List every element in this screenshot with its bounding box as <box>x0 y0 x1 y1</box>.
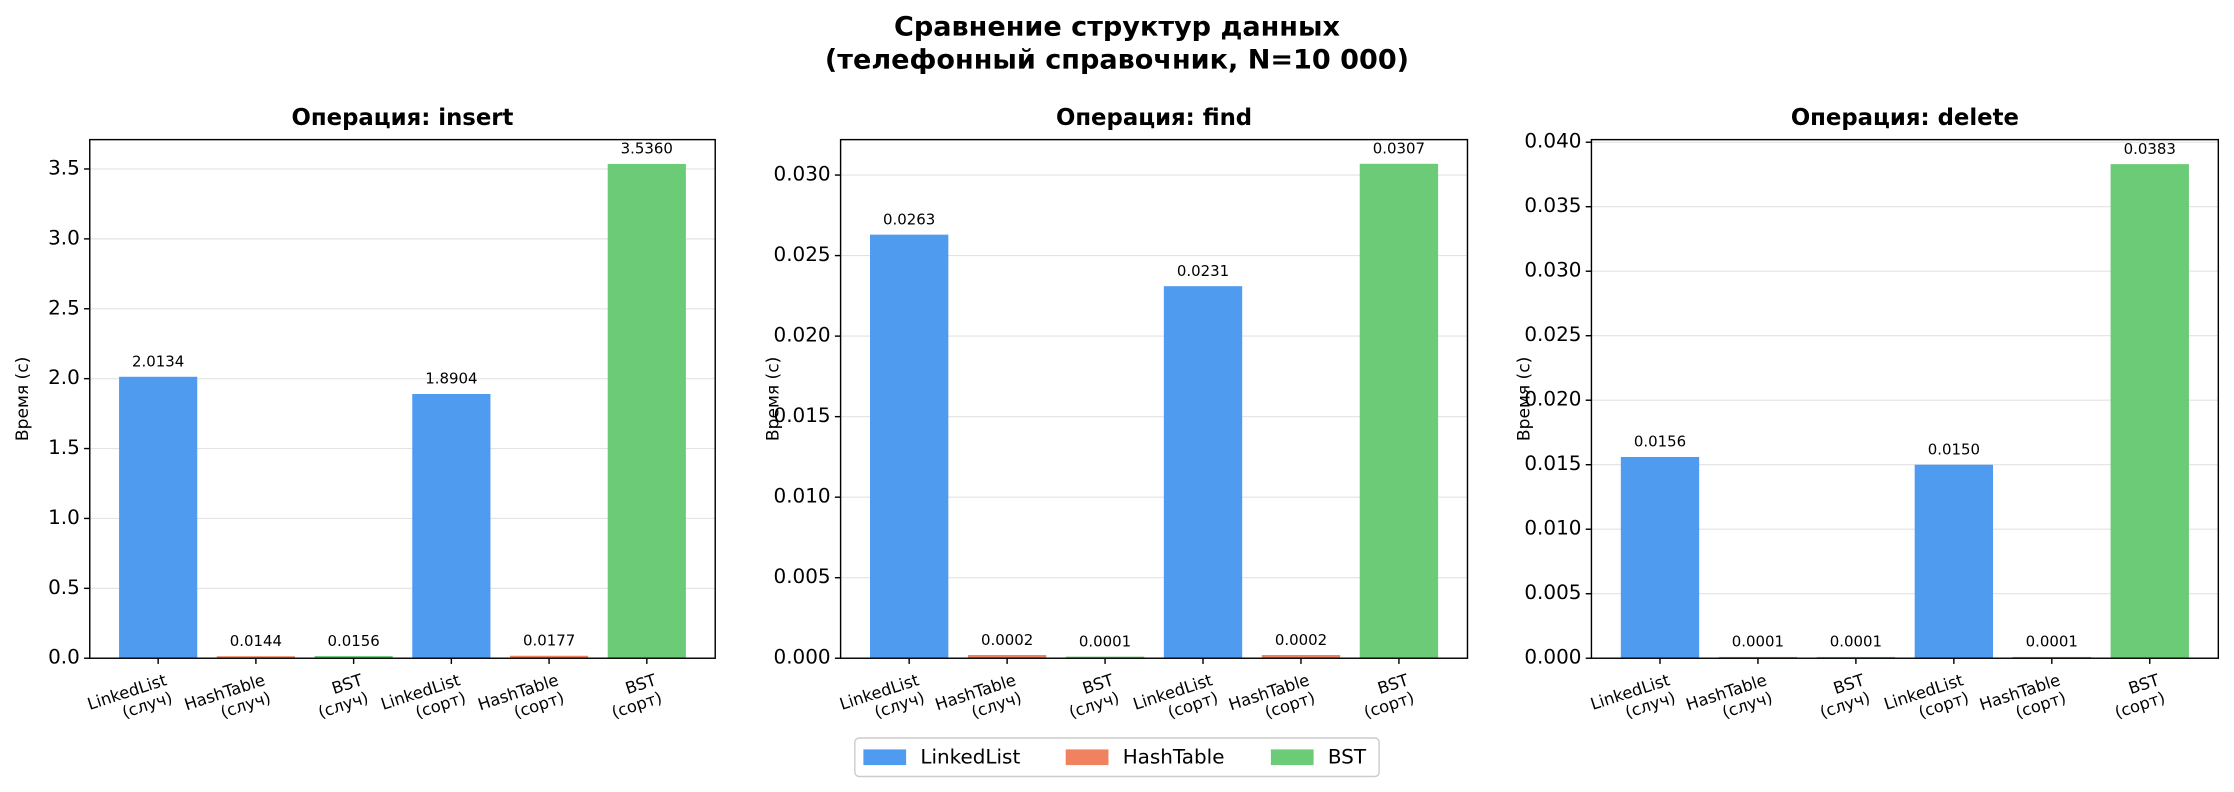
y-tick-label: 0.010 <box>774 484 831 508</box>
y-tick-label: 0.005 <box>774 564 831 588</box>
figure-title: Сравнение структур данных (телефонный сп… <box>824 11 1410 76</box>
axis-title: Операция: insert <box>292 105 514 131</box>
y-axis-label: Время (с) <box>13 357 33 441</box>
bar <box>1065 656 1145 659</box>
y-tick-label: 0.025 <box>1524 322 1581 346</box>
bar <box>1261 655 1341 659</box>
value-label: 0.0156 <box>327 632 379 650</box>
y-tick-label: 0.5 <box>48 575 80 599</box>
legend-label: BST <box>1328 744 1367 768</box>
value-label: 0.0002 <box>1275 631 1327 649</box>
y-tick-label: 0.040 <box>1524 129 1581 153</box>
value-label: 2.0134 <box>132 353 184 371</box>
y-tick-label: 0.025 <box>774 242 831 266</box>
bar <box>216 656 295 659</box>
y-tick-label: 2.0 <box>48 365 80 389</box>
y-tick-label: 3.5 <box>48 155 80 179</box>
legend-swatch <box>1270 749 1314 766</box>
y-tick-label: 2.5 <box>48 295 80 319</box>
y-tick-label: 0.020 <box>774 323 831 347</box>
value-label: 3.5360 <box>621 140 673 158</box>
y-axis-label: Время (с) <box>1514 357 1534 441</box>
legend-label: HashTable <box>1123 744 1225 768</box>
bar <box>2110 164 2189 659</box>
legend-box <box>854 737 1380 778</box>
value-label: 0.0001 <box>2026 633 2078 651</box>
y-tick-label: 1.0 <box>48 505 80 529</box>
bar <box>412 393 491 659</box>
y-tick-label: 3.0 <box>48 225 80 249</box>
y-tick-label: 1.5 <box>48 435 80 459</box>
value-label: 0.0150 <box>1928 440 1980 458</box>
value-label: 0.0001 <box>1079 632 1131 650</box>
bar <box>119 376 198 659</box>
legend-label: LinkedList <box>920 744 1020 768</box>
axis-title: Операция: delete <box>1791 105 2019 131</box>
bar <box>967 655 1047 659</box>
value-label: 0.0177 <box>523 632 575 650</box>
y-tick-label: 0.015 <box>1524 451 1581 475</box>
value-label: 0.0383 <box>2124 140 2176 158</box>
bar <box>869 234 949 659</box>
bar <box>1620 456 1700 659</box>
y-tick-label: 0.015 <box>774 403 831 427</box>
bar <box>1914 464 1994 659</box>
value-label: 0.0307 <box>1373 140 1425 158</box>
y-tick-label: 0.0 <box>48 645 80 669</box>
value-label: 0.0231 <box>1177 262 1229 280</box>
value-label: 1.8904 <box>425 370 477 388</box>
y-tick-label: 0.030 <box>774 162 831 186</box>
y-tick-label: 0.010 <box>1524 516 1581 540</box>
bar <box>607 163 686 659</box>
bar <box>509 655 589 659</box>
y-tick-label: 0.005 <box>1524 580 1581 604</box>
value-label: 0.0263 <box>883 210 935 228</box>
y-tick-label: 0.000 <box>774 645 831 669</box>
y-tick-label: 0.000 <box>1524 645 1581 669</box>
value-label: 0.0156 <box>1634 433 1686 451</box>
value-label: 0.0001 <box>1830 633 1882 651</box>
value-label: 0.0001 <box>1732 633 1784 651</box>
plot-frame <box>839 138 1469 659</box>
value-label: 0.0144 <box>230 632 282 650</box>
legend-swatch <box>1065 749 1109 766</box>
y-tick-label: 0.020 <box>1524 387 1581 411</box>
y-tick-label: 0.035 <box>1524 193 1581 217</box>
plot-frame <box>1590 138 2220 659</box>
plot-frame <box>89 138 716 659</box>
value-label: 0.0002 <box>981 631 1033 649</box>
bar <box>1163 286 1243 659</box>
legend-swatch <box>863 749 907 766</box>
bar <box>314 656 393 659</box>
bar <box>1359 163 1439 659</box>
y-axis-label: Время (с) <box>764 357 784 441</box>
y-tick-label: 0.030 <box>1524 258 1581 282</box>
axis-title: Операция: find <box>1056 105 1252 131</box>
